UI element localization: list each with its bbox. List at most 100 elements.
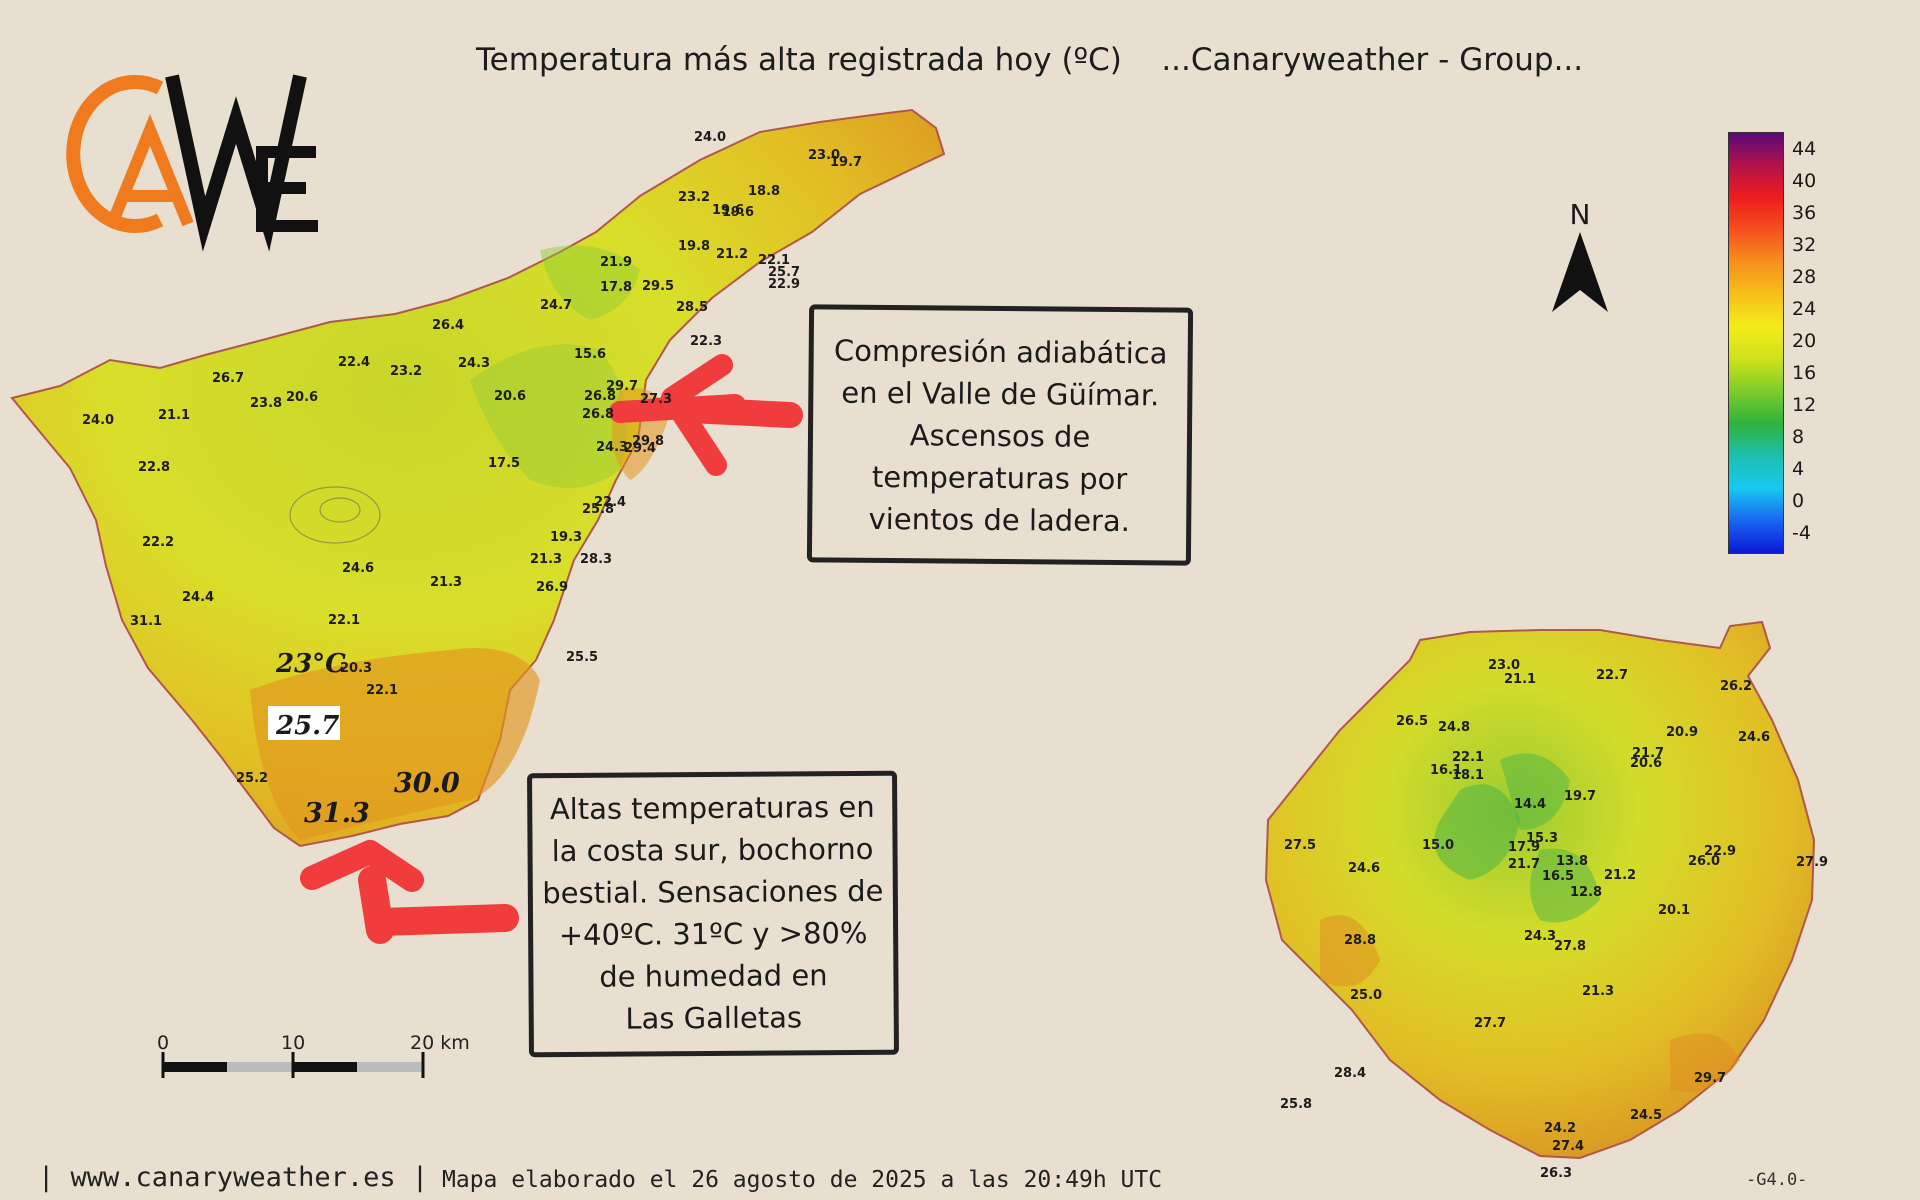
legend-label: 44	[1792, 138, 1817, 160]
station-value: 29.5	[642, 279, 674, 294]
highlight-value-coast-south: 31.3	[304, 798, 370, 829]
station-value: 26.8	[584, 389, 616, 404]
gran-canaria-island	[1264, 620, 1816, 1160]
footer-date: Mapa elaborado el 26 agosto de 2025 a la…	[442, 1167, 1163, 1193]
legend-label: 12	[1792, 394, 1817, 416]
station-value: 24.0	[694, 130, 726, 145]
station-value: 25.7	[768, 265, 800, 280]
station-value: 22.9	[1704, 844, 1736, 859]
highlight-value-boxed: 25.7	[275, 711, 339, 741]
station-value: 24.6	[342, 561, 374, 576]
station-value: 19.7	[1564, 789, 1596, 804]
station-value: 27.5	[1284, 838, 1316, 853]
station-value: 26.3	[1540, 1166, 1572, 1181]
annotation-arrow-south	[300, 840, 519, 944]
station-value: 27.4	[1552, 1139, 1584, 1154]
tenerife-island	[10, 108, 946, 848]
station-value: 21.7	[1508, 857, 1540, 872]
station-value: 24.4	[182, 590, 214, 605]
tenerife-station-values: 24.023.019.723.219.618.819.619.821.2 22.1…	[82, 130, 862, 786]
station-value: 21.2	[716, 247, 748, 262]
station-value: 25.8	[1280, 1097, 1312, 1112]
station-value: 31.1	[130, 614, 162, 629]
station-value: 20.6	[286, 390, 318, 405]
station-value: 26.7	[212, 371, 244, 386]
station-value: 17.8	[600, 280, 632, 295]
legend-label: 36	[1792, 202, 1817, 224]
station-value: 25.5	[566, 650, 598, 665]
map-title: Temperatura más alta registrada hoy (ºC)…	[476, 42, 1584, 78]
station-value: 24.3	[1524, 929, 1556, 944]
legend-label: 40	[1792, 170, 1817, 192]
highlight-value-coast-east: 30.0	[394, 768, 460, 799]
legend-label: -4	[1792, 522, 1811, 544]
station-value: 28.3	[580, 552, 612, 567]
station-value: 28.8	[1344, 933, 1376, 948]
station-value: 26.8	[582, 407, 614, 422]
legend-label: 24	[1792, 298, 1817, 320]
station-value: 22.3	[690, 334, 722, 349]
station-value: 18.1	[1452, 768, 1484, 783]
station-value: 24.7	[540, 298, 572, 313]
station-value: 15.6	[574, 347, 606, 362]
legend-label: 20	[1792, 330, 1817, 352]
station-value: 26.9	[536, 580, 568, 595]
legend-label: 32	[1792, 234, 1817, 256]
south-coast-callout: Altas temperaturas en la costa sur, boch…	[527, 770, 899, 1058]
scale-label-20km: 20 km	[410, 1032, 470, 1054]
station-value: 22.2	[142, 535, 174, 550]
station-value: 26.0	[1688, 854, 1720, 869]
station-value: 24.0	[82, 413, 114, 428]
station-value: 21.1	[1504, 672, 1536, 687]
station-value: 29.4	[624, 441, 656, 456]
station-value: 22.1	[328, 613, 360, 628]
station-value: 21.3	[430, 575, 462, 590]
station-value: 21.3	[1582, 984, 1614, 999]
station-value: 24.3	[458, 356, 490, 371]
station-value: 19.7	[830, 155, 862, 170]
legend-label: 8	[1792, 426, 1805, 448]
station-value: 29.7	[606, 379, 638, 394]
station-value: 23.2	[390, 364, 422, 379]
station-value: 28.4	[1334, 1066, 1366, 1081]
station-value: 29.8	[632, 434, 664, 449]
station-value: 21.7	[1632, 746, 1664, 761]
station-value: 27.7	[1474, 1016, 1506, 1031]
footer-code: -G4.0-	[1746, 1170, 1808, 1190]
legend-label: 0	[1792, 490, 1805, 512]
station-value: 23.0	[808, 148, 840, 163]
station-value: 28.5	[676, 300, 708, 315]
highlight-value-upper: 23°C	[275, 649, 346, 679]
legend-label: 4	[1792, 458, 1805, 480]
station-value: 27.9	[1796, 855, 1828, 870]
station-value: 26.2	[1720, 679, 1752, 694]
station-value: 17.9	[1508, 840, 1540, 855]
legend-label: 28	[1792, 266, 1817, 288]
station-value: 29.7	[1694, 1071, 1726, 1086]
cawe-logo	[66, 74, 318, 252]
station-value: 24.6	[1738, 730, 1770, 745]
station-value: 15.3	[1526, 831, 1558, 846]
station-value: 18.8	[748, 184, 780, 199]
scale-label-0: 0	[157, 1032, 170, 1054]
tenerife-highlight-values: 23°C 25.7 30.0 31.3	[268, 649, 460, 829]
station-value: 25.8	[582, 502, 614, 517]
station-value: 21.3	[530, 552, 562, 567]
guimar-callout: Compresión adiabática en el Valle de Güí…	[806, 304, 1194, 566]
station-value: 20.3	[340, 661, 372, 676]
annotation-arrow-guimar	[609, 354, 803, 476]
station-value: 17.5	[488, 456, 520, 471]
station-value: 13.8	[1556, 854, 1588, 869]
station-value: 24.2	[1544, 1121, 1576, 1136]
station-value: 22.9	[768, 277, 800, 292]
station-value: 24.6	[1348, 861, 1380, 876]
station-value: 22.1	[1452, 750, 1484, 765]
station-value: 23.8	[250, 396, 282, 411]
north-label: N	[1569, 198, 1591, 231]
legend-label: 16	[1792, 362, 1817, 384]
station-value: 19.6	[712, 203, 744, 218]
scale-label-10: 10	[281, 1032, 306, 1054]
station-value: 23.0	[1488, 658, 1520, 673]
station-value: 19.8	[678, 239, 710, 254]
